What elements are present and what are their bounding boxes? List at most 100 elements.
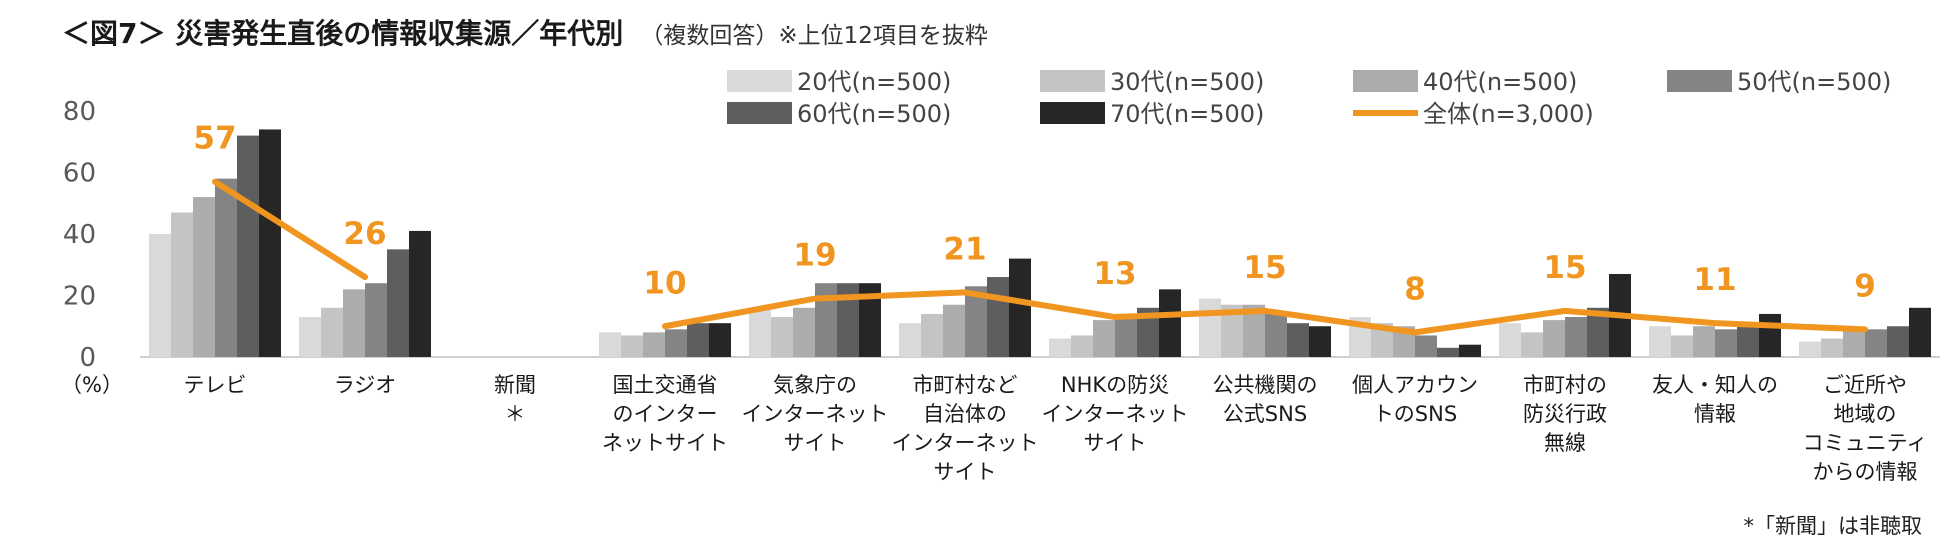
category-label: 公共機関の公式SNS — [1213, 373, 1318, 426]
bar — [771, 317, 793, 357]
bar — [1649, 326, 1671, 357]
bar — [1843, 329, 1865, 357]
bar — [643, 332, 665, 357]
bar — [1865, 329, 1887, 357]
bar — [259, 129, 281, 357]
data-label: 57 — [193, 121, 236, 157]
data-label: 19 — [793, 238, 836, 274]
legend-swatch — [1040, 70, 1105, 92]
total-series-line — [212, 178, 368, 281]
y-tick-label: 20 — [63, 282, 96, 312]
category-label: 市町村など自治体のインターネットサイト — [892, 373, 1039, 484]
bar — [837, 283, 859, 357]
bar — [943, 304, 965, 357]
data-label: 15 — [1543, 250, 1586, 286]
bar — [1115, 313, 1137, 357]
chart-title-main: ＜図7＞ 災害発生直後の情報収集源／年代別 — [62, 17, 624, 50]
bar — [149, 234, 171, 357]
category-label: ご近所や地域のコミュニティからの情報 — [1803, 373, 1928, 484]
bar — [1371, 323, 1393, 357]
bar — [859, 283, 881, 357]
data-label: 8 — [1404, 271, 1426, 307]
category-label: 気象庁のインターネットサイト — [742, 373, 889, 455]
legend-swatch — [727, 102, 792, 124]
bar — [1049, 338, 1071, 357]
bar — [1759, 313, 1781, 357]
legend-label: 30代(n=500) — [1110, 68, 1264, 96]
data-label: 13 — [1093, 256, 1136, 292]
y-tick-label: 60 — [63, 159, 96, 189]
bar — [1715, 329, 1737, 357]
bar — [1309, 326, 1331, 357]
category-label: 新聞＊ — [494, 373, 536, 426]
bar — [215, 178, 237, 357]
bar — [387, 249, 409, 357]
data-label: 15 — [1243, 250, 1286, 286]
category-label: 個人アカウントのSNS — [1352, 373, 1478, 426]
chart-title-sub: （複数回答）※上位12項目を抜粋 — [640, 23, 988, 49]
bar — [1093, 320, 1115, 357]
bar — [1693, 326, 1715, 357]
bar — [1137, 307, 1159, 357]
category-label: テレビ — [184, 373, 247, 397]
bar — [1821, 338, 1843, 357]
bar — [1799, 341, 1821, 357]
bar — [1565, 317, 1587, 357]
legend-label: 50代(n=500) — [1737, 68, 1891, 96]
bar — [965, 286, 987, 357]
data-label: 11 — [1693, 262, 1736, 298]
bar — [621, 335, 643, 357]
bar — [193, 197, 215, 357]
legend-swatch — [1040, 102, 1105, 124]
bar — [1265, 313, 1287, 357]
bar — [1459, 344, 1481, 357]
bar — [921, 313, 943, 357]
bar — [171, 212, 193, 357]
bar — [665, 329, 687, 357]
bar — [1737, 326, 1759, 357]
data-label: 21 — [943, 231, 986, 267]
data-label: 26 — [343, 216, 386, 252]
bar — [709, 323, 731, 357]
chart-title: ＜図7＞ 災害発生直後の情報収集源／年代別 （複数回答）※上位12項目を抜粋 — [62, 12, 988, 52]
legend-swatch — [727, 70, 792, 92]
data-label: 9 — [1854, 268, 1876, 304]
bar — [987, 277, 1009, 357]
legend-label: 60代(n=500) — [797, 100, 951, 128]
bar — [1671, 335, 1693, 357]
category-label: 市町村の防災行政無線 — [1523, 373, 1607, 455]
bar — [1437, 347, 1459, 357]
bar — [365, 283, 387, 357]
legend-label: 40代(n=500) — [1423, 68, 1577, 96]
footnote: *「新聞」は非聴取 — [1743, 514, 1923, 538]
y-unit-label: （%） — [61, 373, 123, 397]
y-tick-label: 80 — [63, 97, 96, 127]
category-label: 友人・知人の情報 — [1652, 373, 1778, 426]
bar — [1887, 326, 1909, 357]
legend-swatch — [1667, 70, 1732, 92]
bar — [237, 135, 259, 357]
legend-label: 70代(n=500) — [1110, 100, 1264, 128]
category-label: ラジオ — [334, 373, 397, 397]
bar — [899, 323, 921, 357]
bar — [1243, 304, 1265, 357]
bar — [1071, 335, 1093, 357]
bar — [793, 307, 815, 357]
bar — [1221, 304, 1243, 357]
data-label: 10 — [643, 265, 686, 301]
legend-label: 20代(n=500) — [797, 68, 951, 96]
bar — [1909, 307, 1931, 357]
y-tick-label: 0 — [79, 343, 96, 373]
category-label: 国土交通省のインターネットサイト — [602, 373, 728, 455]
bar — [409, 230, 431, 357]
bar — [299, 317, 321, 357]
bar — [687, 323, 709, 357]
bar — [1543, 320, 1565, 357]
bar — [749, 307, 771, 357]
bar — [1159, 289, 1181, 357]
bar — [1499, 323, 1521, 357]
bar — [343, 289, 365, 357]
bar — [1009, 258, 1031, 357]
bar — [815, 283, 837, 357]
